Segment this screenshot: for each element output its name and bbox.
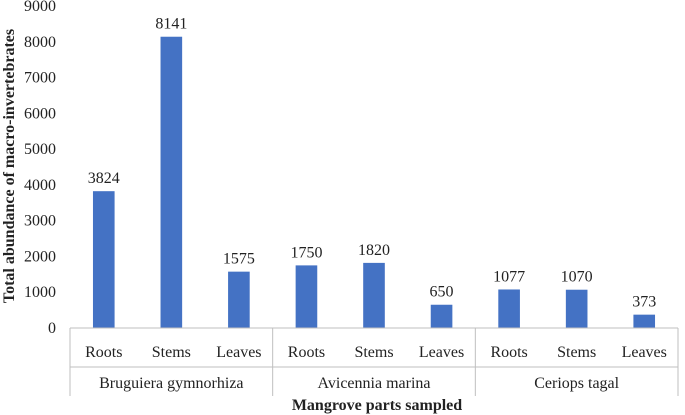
y-tick-label: 0 (48, 320, 56, 337)
bar (228, 271, 250, 328)
category-label: Leaves (216, 344, 261, 361)
y-axis-title: Total abundance of macro-invertebrates (1, 29, 18, 303)
data-label: 3824 (88, 170, 120, 187)
category-label: Leaves (622, 344, 667, 361)
data-label: 1077 (493, 268, 525, 285)
category-label: Roots (288, 344, 325, 361)
category-label: Roots (490, 344, 527, 361)
data-label: 373 (632, 294, 656, 311)
bars (92, 36, 656, 328)
bar (363, 262, 385, 328)
group-label: Avicennia marina (318, 375, 431, 392)
x-axis-title: Mangrove parts sampled (292, 397, 462, 414)
y-tick-label: 8000 (24, 34, 56, 51)
y-tick-label: 1000 (24, 284, 56, 301)
group-label: Ceriops tagal (534, 375, 619, 392)
data-labels: 3824 8141 1575 1750 1820 650 1077 1070 373 (88, 16, 656, 311)
bar (92, 191, 115, 328)
y-tick-label: 3000 (24, 213, 56, 230)
data-label: 650 (430, 284, 454, 301)
category-label: Stems (152, 344, 191, 361)
bar (295, 265, 318, 328)
group-label: Bruguiera gymnorhiza (99, 375, 243, 392)
y-tick-label: 2000 (24, 248, 56, 265)
y-tick-label: 9000 (24, 0, 56, 15)
bar (565, 289, 588, 328)
y-tick-label: 6000 (24, 105, 56, 122)
data-label: 1070 (561, 269, 593, 286)
bar (430, 304, 453, 328)
data-label: 1750 (290, 244, 322, 261)
category-label: Leaves (419, 344, 464, 361)
y-tick-label: 4000 (24, 177, 56, 194)
data-label: 1820 (358, 242, 390, 259)
bar (633, 314, 656, 328)
y-tick-label: 5000 (24, 141, 56, 158)
y-axis-ticks: 0 1000 2000 3000 4000 5000 6000 7000 8000 9000 (24, 0, 56, 337)
bar (498, 289, 520, 328)
data-label: 8141 (155, 16, 187, 33)
y-tick-label: 7000 (24, 70, 56, 87)
bar (160, 36, 183, 328)
category-label: Stems (354, 344, 393, 361)
category-label: Stems (557, 344, 596, 361)
x-axis: Roots Stems Leaves Bruguiera gymnorhiza Root… (69, 327, 679, 396)
data-label: 1575 (223, 251, 255, 268)
category-label: Roots (85, 344, 122, 361)
